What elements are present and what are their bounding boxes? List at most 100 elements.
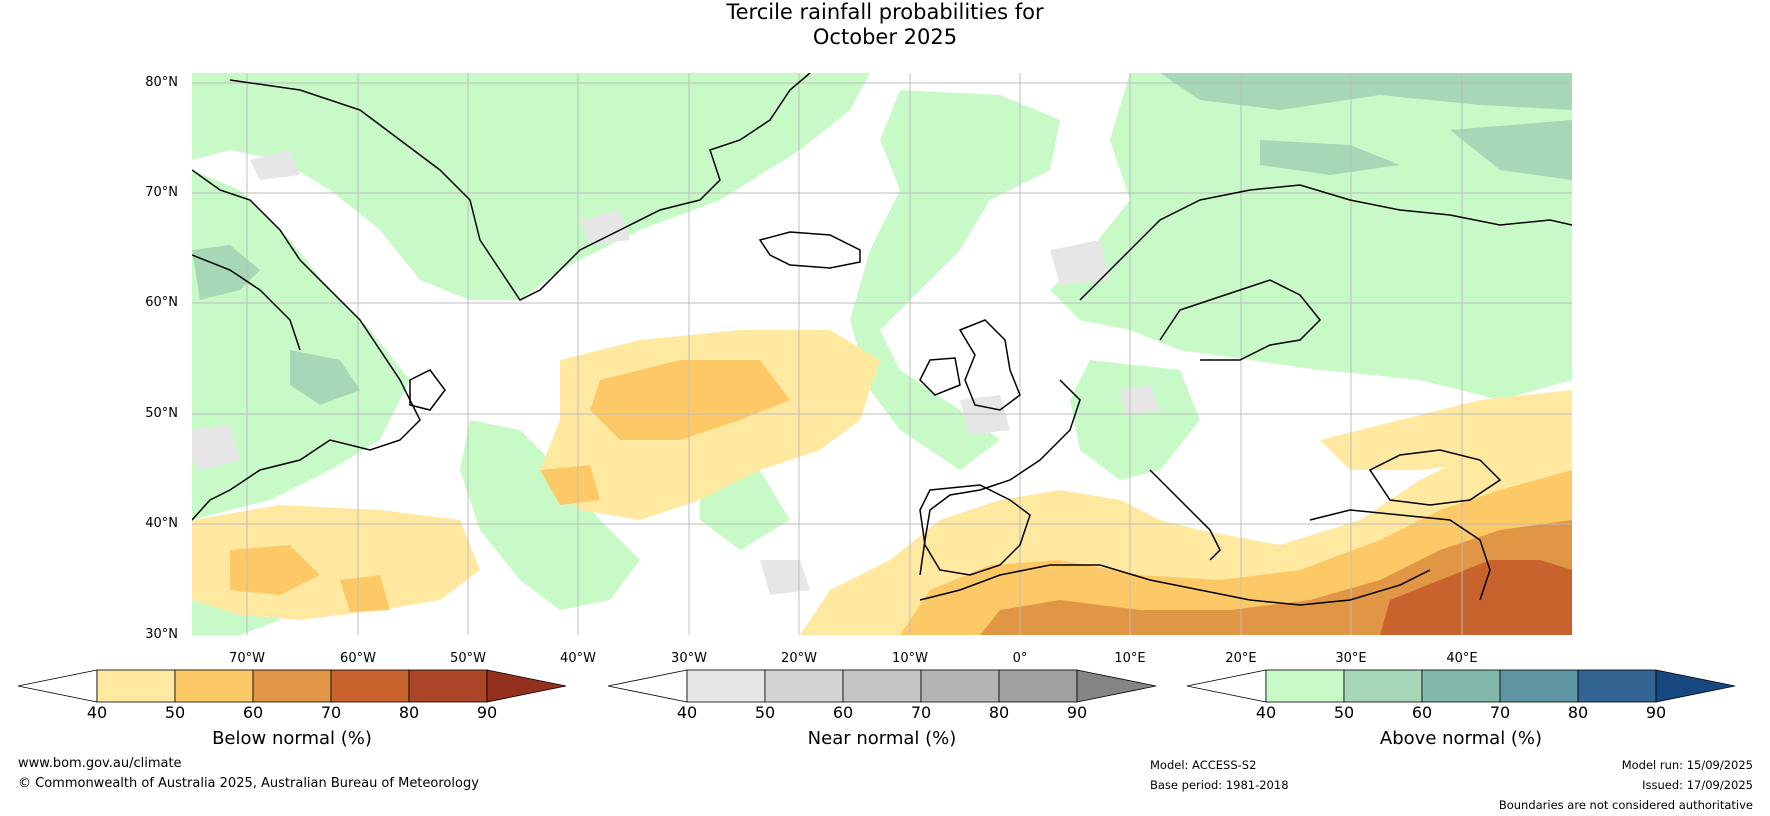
lon-label-40e: 40°E xyxy=(1446,651,1478,666)
below-normal-middle-east-core xyxy=(1380,560,1572,635)
colorbar-below-50 xyxy=(96,669,176,703)
colorbar-below-normal xyxy=(17,669,567,703)
lon-label-10e: 10°E xyxy=(1114,651,1146,666)
colorbar-below-70 xyxy=(252,669,332,703)
above-normal-greenland-west xyxy=(192,73,870,300)
above-tick-70: 70 xyxy=(1489,703,1511,722)
footer-website: www.bom.gov.au/climate xyxy=(18,756,182,771)
coast-baltic xyxy=(1159,279,1322,361)
colorbar-below-high-tri xyxy=(486,669,567,703)
below-normal-southwest-core xyxy=(230,545,390,612)
coast-western-europe xyxy=(919,379,1081,576)
lon-label-40w: 40°W xyxy=(560,651,596,666)
near-normal-label: Near normal (%) xyxy=(807,728,957,749)
near-tick-40: 40 xyxy=(676,703,698,722)
below-normal-mid-atlantic-core xyxy=(540,360,790,505)
coast-iceland xyxy=(758,231,861,269)
near-tick-60: 60 xyxy=(832,703,854,722)
coast-iberia xyxy=(919,484,1031,576)
coast-black-sea xyxy=(1368,449,1502,506)
near-tick-80: 80 xyxy=(988,703,1010,722)
chart-title: Tercile rainfall probabilities for Octob… xyxy=(0,0,1770,50)
lon-label-0: 0° xyxy=(1012,651,1028,666)
lon-label-50w: 50°W xyxy=(450,651,486,666)
coast-north-africa xyxy=(919,564,1431,606)
coast-british-isles xyxy=(919,319,1021,411)
colorbar-near-high-tri xyxy=(1076,669,1157,703)
colorbar-above-low-tri xyxy=(1186,669,1267,703)
colorbar-above-90 xyxy=(1577,669,1657,703)
lat-label-30n: 30°N xyxy=(145,627,178,642)
above-tick-90: 90 xyxy=(1645,703,1667,722)
colorbar-below-80 xyxy=(330,669,410,703)
footer-issued: Issued: 17/09/2025 xyxy=(1642,778,1753,792)
coast-labrador xyxy=(192,254,301,351)
colorbar-above-80 xyxy=(1499,669,1579,703)
colorbar-near-60 xyxy=(764,669,844,703)
colorbar-above-70 xyxy=(1421,669,1501,703)
footer-copyright: © Commonwealth of Australia 2025, Austra… xyxy=(18,776,479,791)
footer-model: Model: ACCESS-S2 xyxy=(1150,758,1257,772)
colorbar-near-normal xyxy=(607,669,1157,703)
lon-label-60w: 60°W xyxy=(340,651,376,666)
lat-label-40n: 40°N xyxy=(145,516,178,531)
above-normal-scandinavia xyxy=(1050,73,1572,400)
coast-newfoundland xyxy=(409,369,446,411)
footer-disclaimer: Boundaries are not considered authoritat… xyxy=(1498,798,1753,812)
probability-shading xyxy=(192,73,1572,635)
coast-italy xyxy=(1149,469,1221,561)
colorbar-near-80 xyxy=(920,669,1000,703)
colorbar-below-low-tri xyxy=(17,669,98,703)
above-normal-teal-canada xyxy=(192,245,360,405)
graticule xyxy=(192,73,1572,635)
lat-label-50n: 50°N xyxy=(145,406,178,421)
title-line-2: October 2025 xyxy=(812,25,958,49)
near-tick-70: 70 xyxy=(910,703,932,722)
above-tick-40: 40 xyxy=(1255,703,1277,722)
above-tick-60: 60 xyxy=(1411,703,1433,722)
below-normal-eastern-europe xyxy=(1320,390,1572,470)
lat-label-70n: 70°N xyxy=(145,185,178,200)
lat-label-60n: 60°N xyxy=(145,295,178,310)
below-tick-50: 50 xyxy=(164,703,186,722)
above-normal-label: Above normal (%) xyxy=(1379,728,1543,749)
near-tick-50: 50 xyxy=(754,703,776,722)
lon-label-20e: 20°E xyxy=(1225,651,1257,666)
colorbar-above-high-tri xyxy=(1655,669,1736,703)
colorbar-near-50 xyxy=(686,669,766,703)
coast-turkey-levant xyxy=(1309,509,1491,601)
lat-label-80n: 80°N xyxy=(145,75,178,90)
colorbar-near-90 xyxy=(998,669,1078,703)
lon-label-10w: 10°W xyxy=(892,651,928,666)
footer-base-period: Base period: 1981-2018 xyxy=(1150,778,1289,792)
colorbar-near-70 xyxy=(842,669,922,703)
above-normal-central-europe xyxy=(1070,360,1200,480)
title-line-1: Tercile rainfall probabilities for xyxy=(726,0,1044,24)
below-normal-label: Below normal (%) xyxy=(212,728,372,749)
below-tick-60: 60 xyxy=(242,703,264,722)
coast-greenland xyxy=(229,73,811,301)
near-tick-90: 90 xyxy=(1066,703,1088,722)
colorbar-above-60 xyxy=(1343,669,1423,703)
above-tick-50: 50 xyxy=(1333,703,1355,722)
lon-label-70w: 70°W xyxy=(229,651,265,666)
above-normal-north-atlantic xyxy=(850,90,1060,470)
lon-label-30e: 30°E xyxy=(1335,651,1367,666)
below-tick-90: 90 xyxy=(476,703,498,722)
colorbar-above-normal xyxy=(1186,669,1736,703)
lon-label-20w: 20°W xyxy=(781,651,817,666)
below-tick-70: 70 xyxy=(320,703,342,722)
colorbar-near-low-tri xyxy=(607,669,688,703)
above-normal-teal-arctic xyxy=(1160,73,1572,180)
coast-scandinavia xyxy=(1079,184,1572,301)
lon-label-30w: 30°W xyxy=(671,651,707,666)
colorbar-below-90 xyxy=(408,669,488,703)
coastlines xyxy=(192,73,1572,606)
colorbar-below-60 xyxy=(174,669,254,703)
below-tick-80: 80 xyxy=(398,703,420,722)
colorbar-above-50 xyxy=(1265,669,1345,703)
below-tick-40: 40 xyxy=(86,703,108,722)
above-tick-80: 80 xyxy=(1567,703,1589,722)
footer-model-run: Model run: 15/09/2025 xyxy=(1621,758,1753,772)
